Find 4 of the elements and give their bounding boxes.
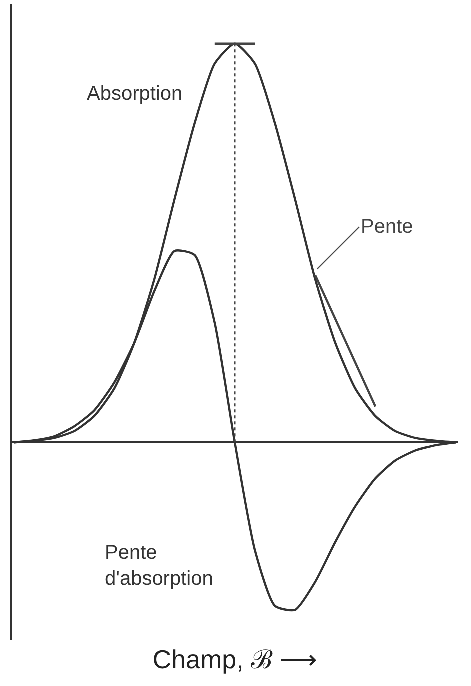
series-label: Absorption [87,83,183,105]
x-axis-title: Champ, ℬ ⟶ [152,644,318,675]
text: Pente [361,216,414,238]
series-label: Pente d'absorption [105,542,214,590]
